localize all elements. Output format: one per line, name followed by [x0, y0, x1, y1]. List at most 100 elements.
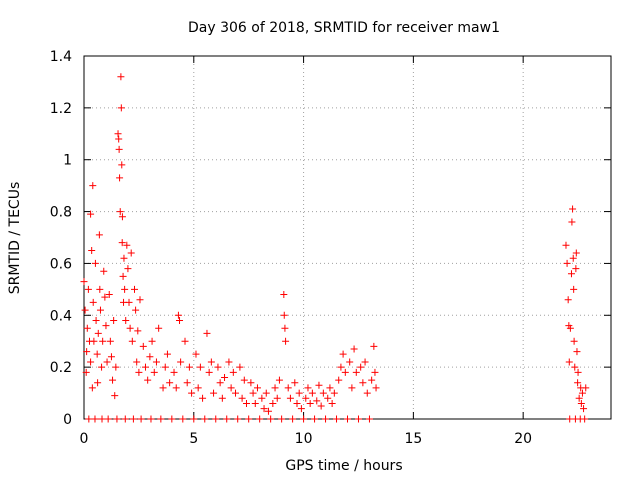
data-point [132, 306, 140, 314]
data-point [100, 267, 108, 275]
data-point [174, 311, 182, 319]
data-point [580, 405, 588, 413]
data-point [99, 337, 107, 345]
data-point [264, 407, 272, 415]
data-point [372, 384, 380, 392]
data-point [170, 368, 178, 376]
data-point [181, 337, 189, 345]
data-point [317, 402, 325, 410]
data-point [267, 415, 275, 423]
y-tick-label: 1.4 [50, 49, 72, 65]
data-point [122, 316, 130, 324]
x-tick-label: 15 [404, 431, 422, 447]
data-point [150, 368, 158, 376]
data-point [148, 337, 156, 345]
data-point [315, 381, 323, 389]
data-point [291, 379, 299, 387]
data-point [333, 415, 341, 423]
data-point [363, 389, 371, 397]
data-point [260, 405, 268, 413]
data-point [348, 384, 356, 392]
data-point [89, 298, 97, 306]
data-point [115, 145, 123, 153]
data-point [293, 399, 301, 407]
plot-frame [83, 55, 612, 420]
y-tick-label: 0.8 [50, 205, 72, 221]
data-point [249, 389, 257, 397]
data-point [121, 415, 129, 423]
data-point [134, 327, 142, 335]
data-point [94, 329, 102, 337]
data-point [295, 389, 303, 397]
data-point [572, 249, 580, 257]
data-point [133, 358, 141, 366]
data-point [238, 394, 246, 402]
data-point [326, 384, 334, 392]
data-point [194, 384, 202, 392]
data-point [566, 324, 574, 332]
data-point [139, 342, 147, 350]
grid [84, 56, 611, 419]
data-point [166, 379, 174, 387]
data-point [163, 350, 171, 358]
data-point [216, 379, 224, 387]
data-point [96, 285, 104, 293]
data-point [269, 399, 277, 407]
data-point [571, 363, 579, 371]
data-point [240, 376, 248, 384]
data-point [125, 298, 133, 306]
data-point [103, 358, 111, 366]
data-point [117, 104, 125, 112]
data-point [147, 415, 155, 423]
data-point [105, 291, 113, 299]
data-point [124, 265, 132, 273]
data-point [203, 329, 211, 337]
data-point [126, 324, 134, 332]
data-point [275, 376, 283, 384]
data-point [242, 399, 250, 407]
data-point [218, 394, 226, 402]
data-point [297, 405, 305, 413]
data-point [232, 389, 240, 397]
data-point [85, 415, 93, 423]
data-point [110, 316, 118, 324]
y-tick-label: 0.4 [50, 308, 72, 324]
data-point [221, 374, 229, 382]
data-point [578, 389, 586, 397]
data-point [179, 415, 187, 423]
data-point [98, 415, 106, 423]
y-tick-label: 0 [63, 412, 72, 428]
data-point [251, 399, 259, 407]
data-point [324, 394, 332, 402]
y-axis-label: SRMTID / TECUs [7, 182, 23, 295]
data-point [111, 392, 119, 400]
data-point [346, 358, 354, 366]
data-point [236, 363, 244, 371]
data-point [564, 296, 572, 304]
data-point [281, 324, 289, 332]
data-point [306, 399, 314, 407]
data-point [84, 285, 92, 293]
data-point [341, 368, 349, 376]
y-tick-label: 0.6 [50, 256, 72, 272]
data-point [112, 363, 120, 371]
data-point [582, 384, 590, 392]
data-point [199, 394, 207, 402]
data-point [118, 213, 126, 221]
x-tick-label: 10 [295, 431, 313, 447]
data-point [116, 174, 124, 182]
data-point [570, 285, 578, 293]
data-point [282, 337, 290, 345]
data-point [152, 358, 160, 366]
data-point [88, 384, 96, 392]
data-point [157, 415, 165, 423]
x-axis-label: GPS time / hours [285, 458, 402, 474]
data-point [562, 241, 570, 249]
data-point [123, 241, 131, 249]
data-point [352, 368, 360, 376]
data-point [273, 394, 281, 402]
data-point [92, 316, 100, 324]
data-point [207, 358, 215, 366]
data-point [258, 394, 266, 402]
data-point [581, 415, 589, 423]
